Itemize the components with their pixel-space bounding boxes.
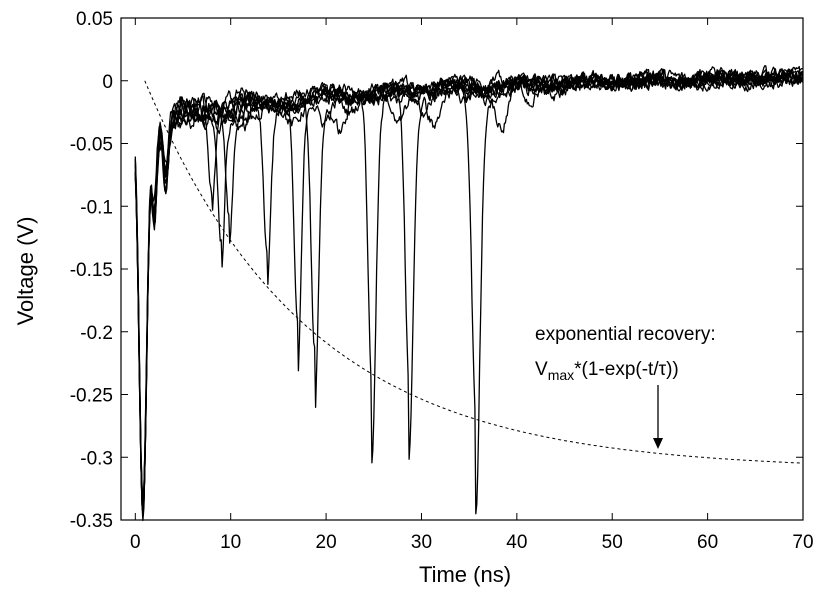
trace-group xyxy=(134,65,804,522)
y-tick-label: -0.25 xyxy=(70,386,113,407)
y-tick-label: 0.05 xyxy=(76,9,113,30)
waveform-trace xyxy=(134,68,804,515)
x-axis-title: Time (ns) xyxy=(419,562,511,587)
tick-labels: 0 10 20 30 40 50 60 70 0.05 0 -0.05 -0.1 -0.15 -0.2 -0… xyxy=(70,9,814,553)
annotation-formula: *(1-exp(-t/τ)) xyxy=(574,359,679,380)
x-tick-label: 70 xyxy=(792,532,813,553)
waveform-trace xyxy=(134,65,804,500)
waveform-trace xyxy=(134,67,803,503)
y-tick-label: -0.1 xyxy=(80,197,113,218)
y-tick-label: 0 xyxy=(102,72,113,93)
exponential-fit-curve xyxy=(144,80,804,464)
annotation-v: V xyxy=(535,359,548,380)
y-axis-title: Voltage (V) xyxy=(13,217,38,326)
y-tick-label: -0.05 xyxy=(70,135,113,156)
waveform-trace xyxy=(134,66,804,515)
x-tick-label: 0 xyxy=(130,532,141,553)
x-tick-label: 30 xyxy=(411,532,432,553)
y-tick-label: -0.2 xyxy=(80,323,113,344)
x-tick-label: 40 xyxy=(506,532,527,553)
annotation-arrowhead xyxy=(653,438,663,449)
x-tick-label: 10 xyxy=(220,532,241,553)
x-tick-label: 60 xyxy=(697,532,718,553)
y-tick-label: -0.3 xyxy=(80,448,113,469)
x-tick-label: 20 xyxy=(316,532,337,553)
waveform-trace xyxy=(134,65,804,515)
annotation-subscript-max: max xyxy=(548,367,574,383)
waveform-trace xyxy=(134,66,804,501)
plot-frame xyxy=(120,17,804,521)
x-tick-label: 50 xyxy=(602,532,623,553)
annotation-line-1: exponential recovery: xyxy=(535,324,716,345)
y-tick-label: -0.15 xyxy=(70,260,113,281)
annotation-line-2: Vmax*(1-exp(-t/τ)) xyxy=(535,359,679,383)
axis-ticks xyxy=(121,17,804,521)
y-tick-label: -0.35 xyxy=(70,511,113,532)
waveform-trace xyxy=(134,68,804,511)
